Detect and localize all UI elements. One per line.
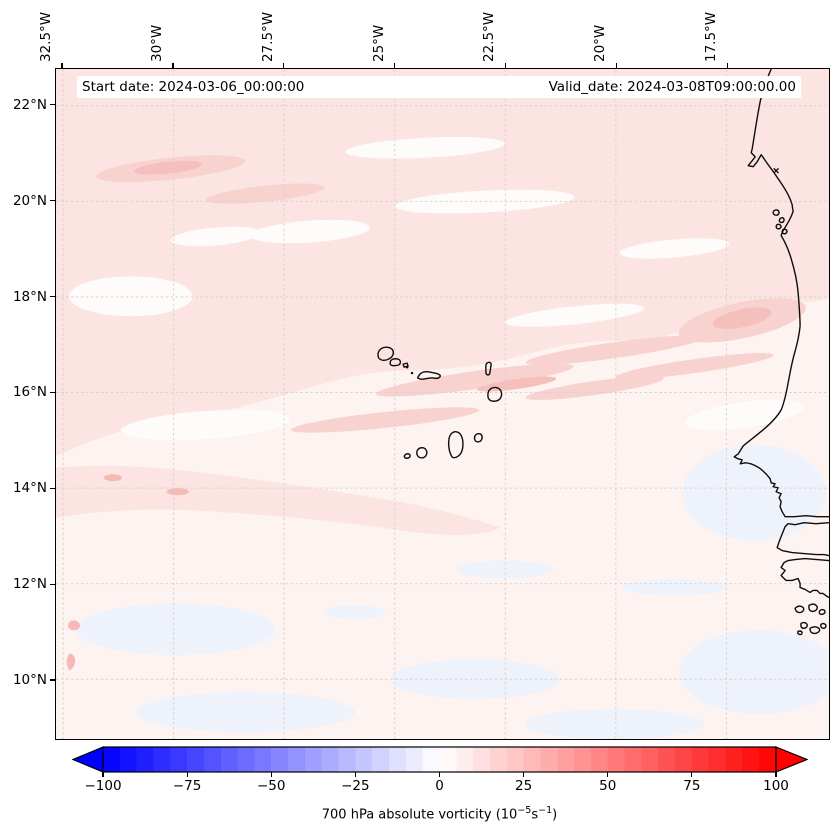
colorbar-tick-mark [523,772,525,777]
y-tick-mark [50,104,55,106]
y-tick-mark [50,583,55,585]
x-tick-label: 20°W [592,24,609,62]
colorbar-tick-label: 100 [763,778,789,794]
bijagos-islands [794,603,827,636]
colorbar-tick-mark [270,772,272,777]
y-tick-label: 12°N [12,576,47,593]
colorbar-tick-mark [186,772,188,777]
y-tick-mark [50,487,55,489]
coastline-africa [733,69,829,636]
colorbar-tick-mark [775,772,777,777]
start-date-text: Start date: 2024-03-06_00:00:00 [82,79,305,95]
x-tick-label: 22.5°W [481,11,498,62]
valid-date-text: Valid_date: 2024-03-08T09:00:00.00 [548,79,796,95]
colorbar-tick-mark [691,772,693,777]
y-tick-mark [50,679,55,681]
y-tick-label: 10°N [12,672,47,689]
colorbar-under-arrow [72,746,104,773]
x-tick-mark [394,63,396,68]
colorbar-label-exp2: −1 [538,805,553,816]
colorbar-gradient [103,747,776,772]
colorbar-tick-label: 50 [599,778,617,794]
colorbar-tick-label: −50 [257,778,286,794]
x-tick-mark [283,63,285,68]
x-tick-label: 30°W [148,24,165,62]
colorbar-label-mid: s [531,807,539,823]
vorticity-shading [56,69,829,739]
colorbar-tick-mark [438,772,441,777]
colorbar-over-arrow [775,746,808,773]
y-tick-label: 22°N [12,96,47,113]
map-plot-area: Start date: 2024-03-06_00:00:00 Valid_da… [55,68,830,740]
colorbar-label-suffix: ) [552,807,558,823]
y-tick-label: 16°N [12,384,47,401]
y-tick-mark [50,296,55,298]
colorbar-tick-label: −25 [341,778,370,794]
x-tick-label: 25°W [370,24,387,62]
colorbar-tick-mark [607,772,609,777]
x-tick-mark [615,63,617,68]
colorbar-label: 700 hPa absolute vorticity (10−5s−1) [103,805,776,822]
colorbar-tick-mark [102,772,104,777]
annotation-band: Start date: 2024-03-06_00:00:00 Valid_da… [77,76,801,98]
x-tick-label: 32.5°W [38,11,55,62]
colorbar-label-prefix: 700 hPa absolute vorticity (10 [321,807,518,823]
x-tick-label: 27.5°W [259,11,276,62]
colorbar-tick-label: 25 [515,778,533,794]
x-tick-mark [726,63,728,68]
map-canvas [56,69,829,739]
colorbar-tick-label: −75 [172,778,202,794]
cape-verde-islands [377,346,503,459]
y-tick-label: 14°N [12,480,47,497]
x-tick-mark [504,63,507,68]
colorbar-tick-label: 75 [683,778,701,794]
y-tick-label: 18°N [12,288,47,305]
colorbar-label-exp1: −5 [517,805,532,816]
colorbar-tick-mark [354,772,356,777]
colorbar-tick-label: 0 [435,778,444,794]
graticule-gridlines [56,69,829,739]
y-tick-mark [50,391,55,394]
x-tick-mark [61,63,63,68]
y-tick-label: 20°N [12,192,47,209]
x-tick-label: 17.5°W [703,11,720,62]
y-tick-mark [50,200,55,202]
colorbar-tick-label: −100 [84,778,122,794]
x-tick-mark [172,63,174,68]
